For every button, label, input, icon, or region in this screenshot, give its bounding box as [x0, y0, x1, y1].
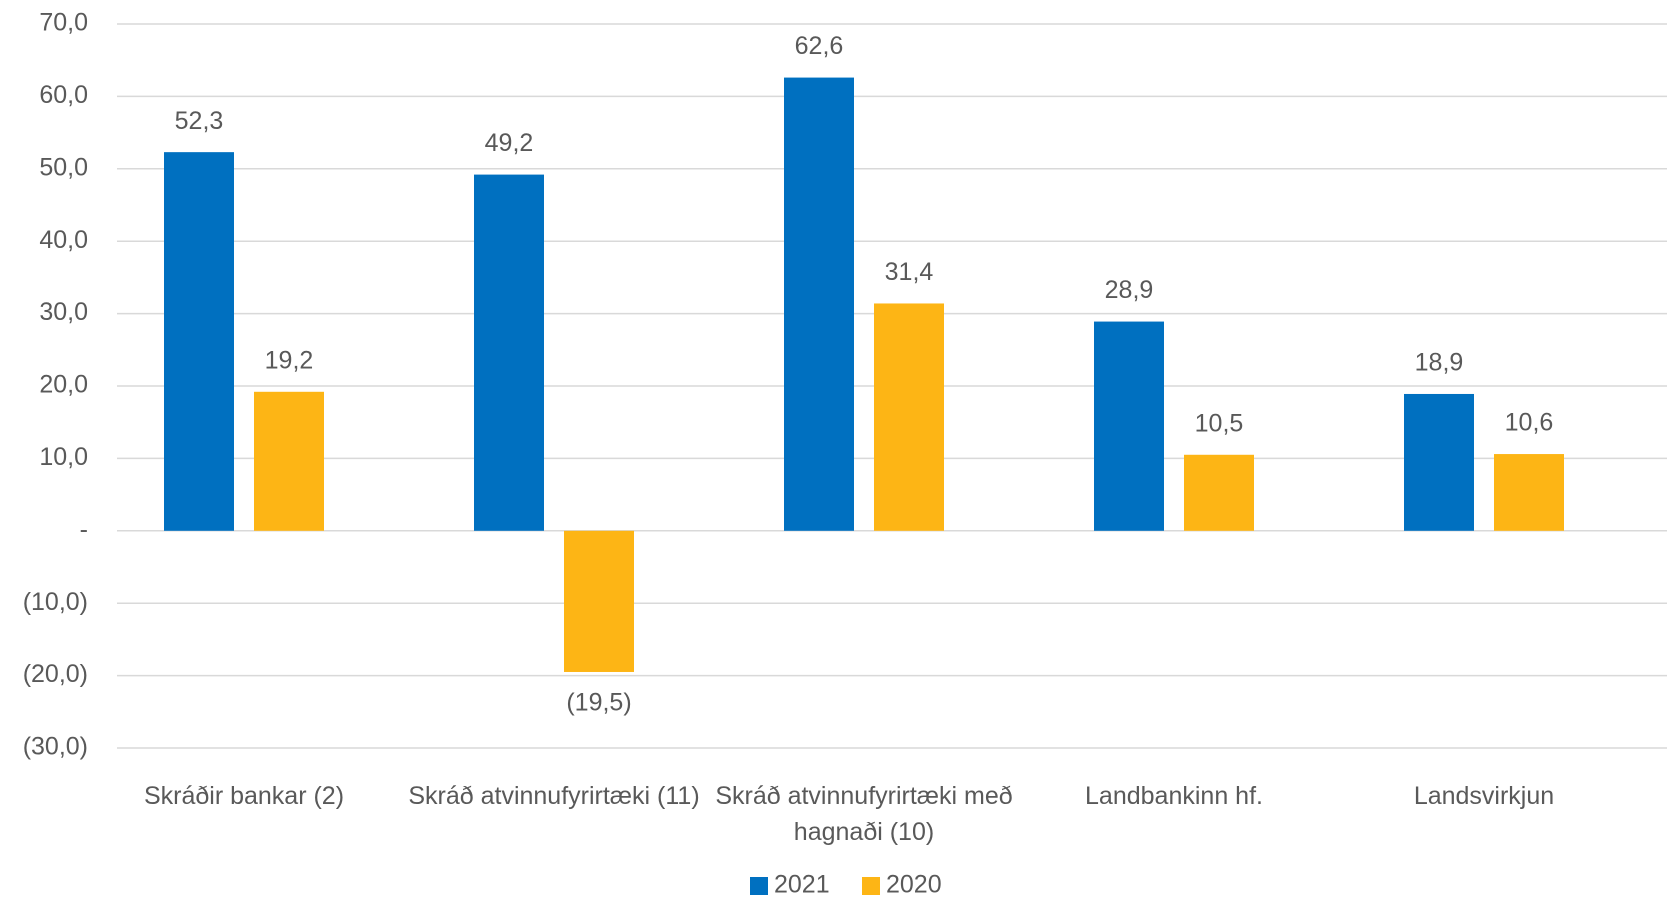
bar [1094, 321, 1164, 531]
bar [564, 530, 634, 672]
x-tick-label: Landsvirkjun [1413, 782, 1555, 810]
y-tick-label: (10,0) [23, 588, 88, 616]
y-tick-label: 40,0 [39, 226, 88, 254]
x-tick-label: Skráð atvinnufyrirtæki með hagnaði (10) [715, 782, 1013, 846]
x-tick-label: Skráðir bankar (2) [143, 782, 345, 810]
bar [784, 77, 854, 531]
y-tick-label: 10,0 [39, 443, 88, 471]
bar [254, 391, 324, 531]
legend-label: 2020 [886, 871, 942, 899]
y-tick-label: 20,0 [39, 371, 88, 399]
y-tick-label: 60,0 [39, 81, 88, 109]
value-label: 10,6 [1505, 409, 1554, 437]
y-tick-label: 50,0 [39, 153, 88, 181]
bar [1404, 393, 1474, 531]
y-tick-label: 30,0 [39, 298, 88, 326]
y-tick-label: (30,0) [23, 733, 88, 761]
value-label: 62,6 [795, 32, 844, 60]
value-label: 28,9 [1105, 276, 1154, 304]
x-tick-label: Skráð atvinnufyrirtæki (11) [408, 782, 700, 810]
legend-label: 2021 [774, 871, 830, 899]
value-label: 31,4 [885, 258, 934, 286]
bar [1184, 454, 1254, 531]
value-label: 19,2 [265, 346, 314, 374]
bar [474, 174, 544, 531]
bar [164, 152, 234, 531]
legend-swatch [862, 877, 880, 895]
value-label: (19,5) [566, 689, 631, 717]
value-label: 49,2 [485, 129, 534, 157]
value-label: 52,3 [175, 107, 224, 135]
x-tick-label: Landbankinn hf. [1085, 782, 1263, 810]
value-label: 10,5 [1195, 409, 1244, 437]
y-tick-label: - [80, 515, 88, 543]
legend-swatch [750, 877, 768, 895]
value-label: 18,9 [1415, 349, 1464, 377]
bar [874, 303, 944, 531]
y-tick-label: (20,0) [23, 660, 88, 688]
bar [1494, 454, 1564, 531]
y-tick-label: 70,0 [39, 9, 88, 37]
